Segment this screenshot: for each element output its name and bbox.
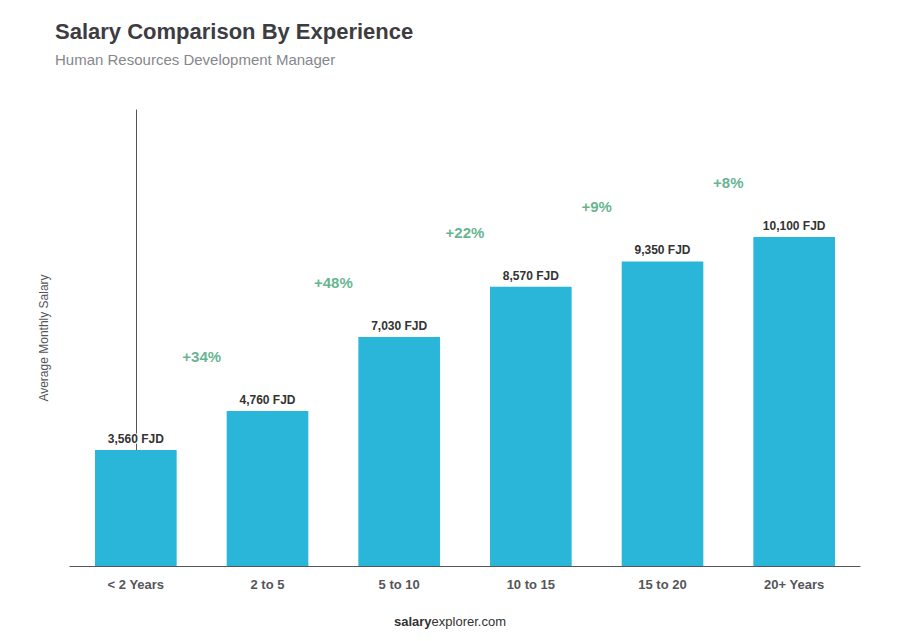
svg-text:+9%: +9%	[581, 198, 611, 215]
svg-text:9,350 FJD: 9,350 FJD	[634, 243, 690, 257]
svg-text:+48%: +48%	[314, 274, 353, 291]
svg-text:Salary Comparison By Experienc: Salary Comparison By Experience	[55, 19, 413, 44]
svg-text:explorer.com: explorer.com	[432, 614, 506, 629]
svg-text:10,100 FJD: 10,100 FJD	[763, 219, 826, 233]
svg-text:salary: salary	[394, 614, 432, 629]
svg-text:4,760 FJD: 4,760 FJD	[239, 393, 295, 407]
svg-text:+22%: +22%	[446, 224, 485, 241]
svg-text:+8%: +8%	[713, 174, 743, 191]
svg-text:10 to 15: 10 to 15	[507, 577, 555, 592]
svg-text:3,560 FJD: 3,560 FJD	[108, 432, 164, 446]
svg-text:15 to 20: 15 to 20	[638, 577, 686, 592]
svg-text:Average Monthly Salary: Average Monthly Salary	[37, 274, 51, 401]
svg-text:Human Resources Development Ma: Human Resources Development Manager	[55, 51, 335, 68]
svg-text:5 to 10: 5 to 10	[379, 577, 420, 592]
svg-text:8,570 FJD: 8,570 FJD	[503, 269, 559, 283]
svg-text:20+ Years: 20+ Years	[764, 577, 824, 592]
svg-text:7,030 FJD: 7,030 FJD	[371, 319, 427, 333]
svg-text:+34%: +34%	[182, 348, 221, 365]
svg-text:< 2 Years: < 2 Years	[108, 577, 165, 592]
svg-text:2 to 5: 2 to 5	[251, 577, 285, 592]
